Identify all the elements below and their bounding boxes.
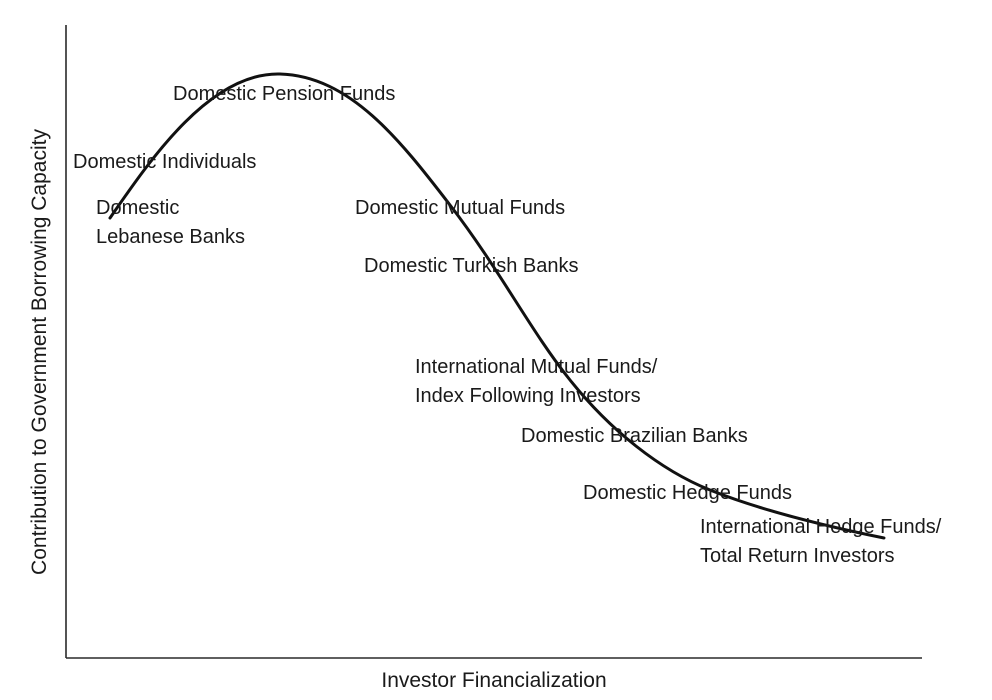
label-domestic-brazilian-banks: Domestic Brazilian Banks	[521, 425, 748, 447]
label-international-mutual-funds-line2: Index Following Investors	[415, 385, 641, 407]
label-international-hedge-funds-line1: International Hedge Funds/	[700, 516, 942, 538]
x-axis-label: Investor Financialization	[381, 669, 606, 692]
label-domestic-mutual-funds: Domestic Mutual Funds	[355, 197, 565, 219]
label-domestic-hedge-funds: Domestic Hedge Funds	[583, 482, 792, 504]
label-international-hedge-funds-line2: Total Return Investors	[700, 545, 895, 567]
label-domestic-pension-funds: Domestic Pension Funds	[173, 83, 395, 105]
y-axis-label: Contribution to Government Borrowing Cap…	[28, 129, 51, 575]
label-domestic-individuals: Domestic Individuals	[73, 151, 256, 173]
label-domestic-lebanese-banks-line2: Lebanese Banks	[96, 226, 245, 248]
label-domestic-lebanese-banks-line1: Domestic	[96, 197, 179, 219]
borrowing-capacity-curve	[108, 72, 886, 540]
label-domestic-turkish-banks: Domestic Turkish Banks	[364, 255, 579, 277]
label-international-mutual-funds-line1: International Mutual Funds/	[415, 356, 658, 378]
